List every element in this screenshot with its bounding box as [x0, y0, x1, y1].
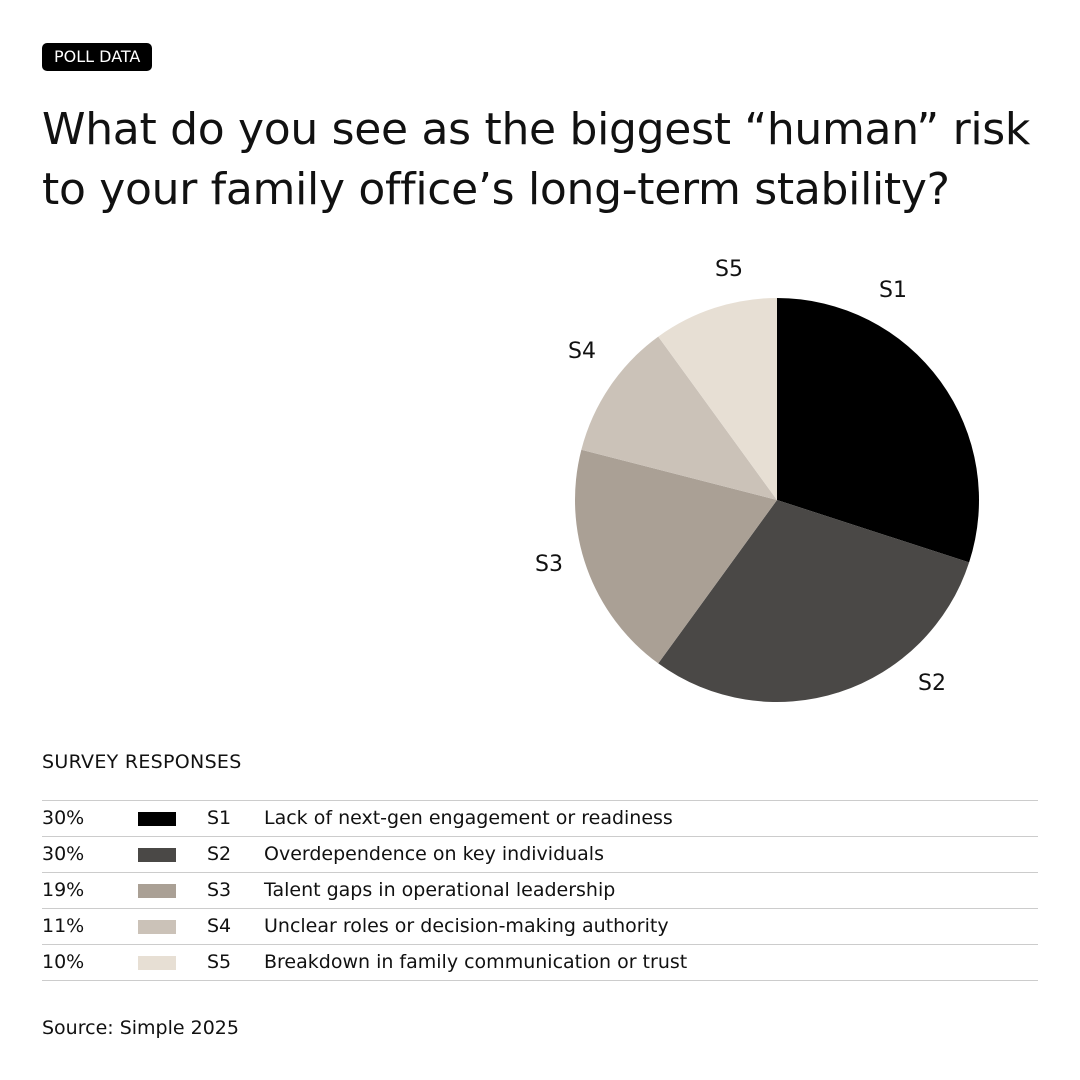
legend-swatch: [138, 812, 176, 826]
legend-percent: 10%: [42, 951, 85, 973]
pie-label-s4: S4: [568, 339, 596, 364]
pie-label-s5: S5: [715, 257, 743, 282]
legend-label: Talent gaps in operational leadership: [264, 879, 616, 901]
legend-percent: 30%: [42, 807, 85, 829]
legend-row: 30% S1 Lack of next-gen engagement or re…: [42, 801, 1038, 837]
legend-row: 30% S2 Overdependence on key individuals: [42, 837, 1038, 873]
legend-label: Overdependence on key individuals: [264, 843, 604, 865]
legend-percent: 30%: [42, 843, 85, 865]
legend-code: S4: [207, 915, 232, 937]
legend-code: S3: [207, 879, 232, 901]
pie-slice-s5: [658, 298, 777, 500]
legend-row: 19% S3 Talent gaps in operational leader…: [42, 873, 1038, 909]
legend-swatch: [138, 920, 176, 934]
pie-label-s3: S3: [535, 552, 563, 577]
legend-title: SURVEY RESPONSES: [42, 751, 242, 773]
legend-percent: 19%: [42, 879, 85, 901]
legend-label: Lack of next-gen engagement or readiness: [264, 807, 673, 829]
poll-data-badge: POLL DATA: [42, 43, 153, 71]
legend-code: S5: [207, 951, 232, 973]
pie-label-s1: S1: [879, 278, 907, 303]
legend-percent: 11%: [42, 915, 85, 937]
legend-code: S1: [207, 807, 232, 829]
legend-row: 10% S5 Breakdown in family communication…: [42, 945, 1038, 981]
pie-chart: S1 S2 S3 S4 S5: [535, 257, 979, 703]
pie-slice-s1: [777, 298, 979, 563]
legend-row: 11% S4 Unclear roles or decision-making …: [42, 909, 1038, 945]
legend-label: Unclear roles or decision-making authori…: [264, 915, 669, 937]
legend-table: 30% S1 Lack of next-gen engagement or re…: [42, 800, 1038, 981]
pie-slice-s2: [658, 500, 970, 703]
pie-label-s2: S2: [918, 671, 946, 696]
legend-swatch: [138, 956, 176, 970]
legend-swatch: [138, 884, 176, 898]
chart-title: What do you see as the biggest “human” r…: [42, 104, 1031, 215]
legend-label: Breakdown in family communication or tru…: [264, 951, 688, 973]
legend-code: S2: [207, 843, 232, 865]
pie-slice-s4: [581, 336, 777, 500]
source-note: Source: Simple 2025: [42, 1017, 239, 1039]
pie-slice-s3: [575, 449, 777, 664]
legend-swatch: [138, 848, 176, 862]
